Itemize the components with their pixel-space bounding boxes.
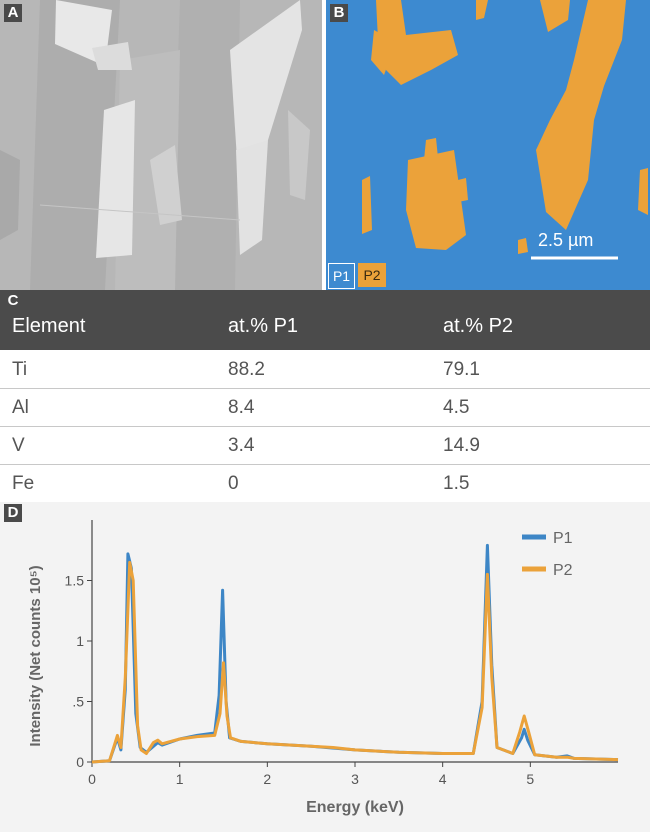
panel-label-b: B [330,4,348,22]
composition-table: C Element at.% P1 at.% P2 Ti 88.2 79.1 A… [0,290,650,502]
header-p2: at.% P2 [443,315,514,337]
x-tick-label: 0 [88,771,96,787]
x-tick-label: 1 [176,771,184,787]
cell-p1: 8.4 [228,397,255,418]
x-axis-label: Energy (keV) [306,799,404,816]
y-tick-label: 1 [76,633,84,649]
header-element: Element [12,315,86,337]
cell-p2: 14.9 [443,435,480,456]
cell-p2: 1.5 [443,473,470,494]
cell-p1: 88.2 [228,359,265,380]
sem-micrograph-panel: A [0,0,322,290]
y-axis-label: Intensity (Net counts 10⁵) [27,565,44,746]
cell-p2: 79.1 [443,359,480,380]
x-tick-label: 5 [526,771,534,787]
series-line-p2 [91,560,619,764]
cell-p1: 0 [228,473,239,494]
cell-p2: 4.5 [443,397,470,418]
legend-label-p2: P2 [553,562,573,579]
x-tick-label: 4 [439,771,447,787]
cell-element: Ti [12,359,28,380]
legend-p1-tag: P1 [328,263,355,289]
x-tick-label: 3 [351,771,359,787]
cell-element: V [12,435,25,456]
table-row: Ti 88.2 79.1 [0,350,650,389]
header-p1: at.% P1 [228,315,299,337]
phase-map-image [326,0,650,290]
y-tick-label: .5 [72,694,84,710]
spectrum-chart-panel: D 0 1 2 3 4 5 0 .5 1 1.5 Energy (keV) Intensity (Ne… [0,502,650,832]
spectrum-chart: 0 1 2 3 4 5 0 .5 1 1.5 Energy (keV) Intensity (Net … [27,520,619,816]
table-row: Al 8.4 4.5 [0,388,650,427]
series-line-p1 [91,543,619,764]
sem-micrograph-image [0,0,322,290]
scale-bar-label: 2.5 µm [538,230,594,250]
cell-p1: 3.4 [228,435,255,456]
cell-element: Fe [12,473,35,494]
cell-element: Al [12,397,29,418]
y-tick-label: 0 [76,754,84,770]
legend-label-p1: P1 [553,530,573,547]
table-row: Fe 0 1.5 [0,464,650,502]
table-row: V 3.4 14.9 [0,426,650,465]
table-header: C Element at.% P1 at.% P2 [0,290,650,350]
panel-label-c: C [7,292,19,309]
legend-p2-tag: P2 [358,263,386,287]
panel-label-a: A [4,4,22,22]
phase-map-panel: B 2.5 µm P1 P2 [326,0,650,290]
x-tick-label: 2 [263,771,271,787]
panel-label-d: D [4,504,22,522]
y-tick-label: 1.5 [65,573,85,589]
